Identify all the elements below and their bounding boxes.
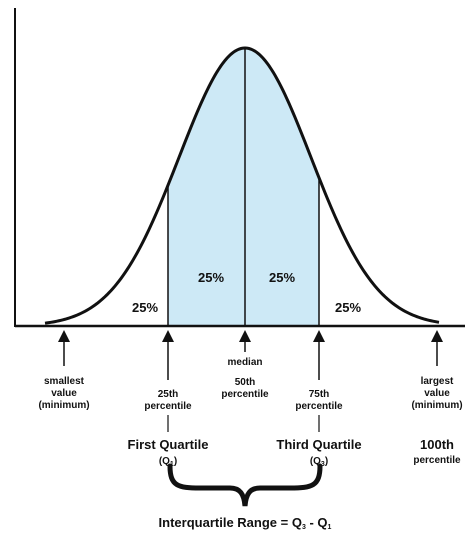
svg-text:100th: 100th <box>420 437 454 452</box>
svg-text:75th: 75th <box>309 389 330 400</box>
region-label-outer-left: 25% <box>132 300 158 315</box>
first-quartile-title: First Quartile <box>128 437 209 452</box>
interquartile-shaded-region <box>168 48 319 326</box>
svg-text:25th: 25th <box>158 389 179 400</box>
region-label-inner-left: 25% <box>198 270 224 285</box>
svg-text:percentile: percentile <box>413 455 461 466</box>
svg-text:smallest: smallest <box>44 376 85 387</box>
svg-text:percentile: percentile <box>295 401 343 412</box>
svg-text:median: median <box>227 357 262 368</box>
region-label-outer-right: 25% <box>335 300 361 315</box>
svg-text:value: value <box>51 388 77 399</box>
iqr-label: Interquartile Range = Q3 - Q1 <box>159 515 332 531</box>
region-label-inner-right: 25% <box>269 270 295 285</box>
third-quartile-title: Third Quartile <box>276 437 361 452</box>
svg-text:percentile: percentile <box>144 401 192 412</box>
svg-text:(minimum): (minimum) <box>38 400 89 411</box>
max-label: largest value (minimum) <box>411 376 462 411</box>
svg-text:(minimum): (minimum) <box>411 400 462 411</box>
svg-text:percentile: percentile <box>221 389 269 400</box>
iqr-brace <box>167 463 323 507</box>
q3-label: 75th percentile <box>295 389 343 412</box>
bell-curve <box>44 46 440 325</box>
q1-label: 25th percentile <box>144 389 192 412</box>
median-label: median 50th percentile <box>221 357 269 400</box>
svg-text:value: value <box>424 388 450 399</box>
min-label: smallest value (minimum) <box>38 376 89 411</box>
hundredth-percentile-label: 100th percentile <box>413 437 461 466</box>
third-quartile-symbol: (Q3) <box>310 456 328 468</box>
svg-text:50th: 50th <box>235 377 256 388</box>
svg-text:largest: largest <box>421 376 454 387</box>
